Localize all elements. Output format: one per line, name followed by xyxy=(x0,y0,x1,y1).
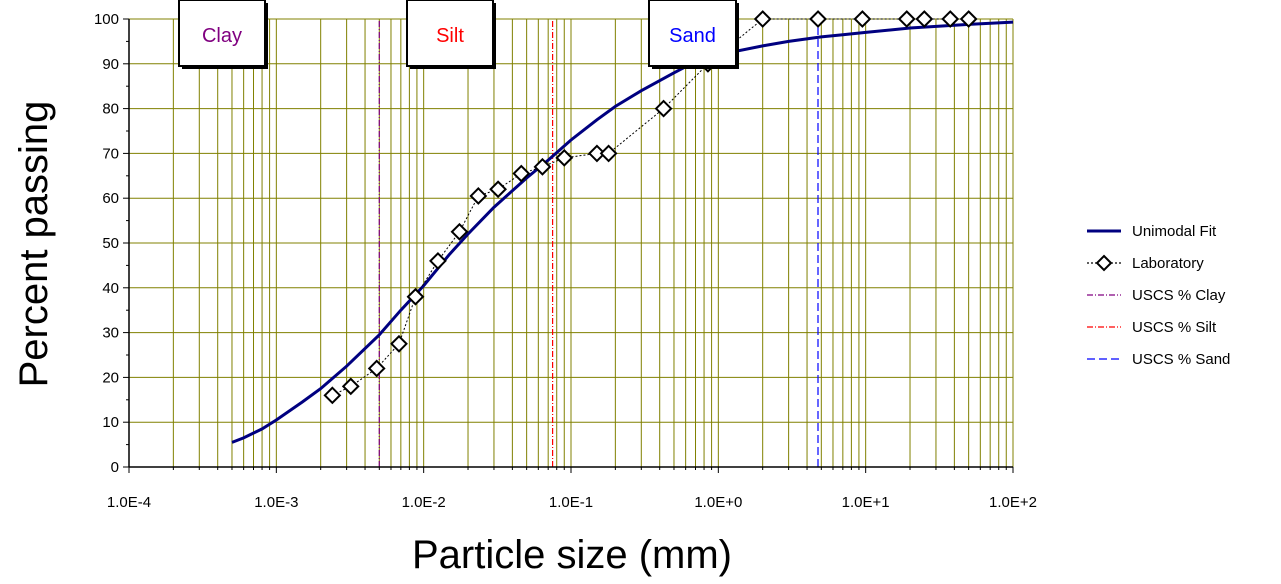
series-layer xyxy=(231,10,1014,444)
y-tick-label: 100 xyxy=(94,11,119,28)
legend-item: USCS % Sand xyxy=(1087,351,1230,368)
y-tick-label: 70 xyxy=(102,145,119,162)
zone-label-clay: Clay xyxy=(178,0,268,69)
lab-point xyxy=(941,10,960,28)
grid-layer xyxy=(129,18,1014,467)
y-tick-label: 60 xyxy=(102,190,119,207)
lab-point xyxy=(853,10,872,28)
lab-point xyxy=(533,157,552,176)
y-tick-label: 0 xyxy=(111,459,119,476)
zone-box xyxy=(406,0,494,67)
lab-point xyxy=(450,222,469,241)
legend-item: USCS % Silt xyxy=(1087,319,1217,336)
lab-point xyxy=(489,180,508,199)
lab-point xyxy=(654,99,673,118)
y-tick-label: 30 xyxy=(102,325,119,342)
zone-labels: Clay Silt Sand xyxy=(178,0,739,69)
lab-point xyxy=(367,359,386,378)
lab-point xyxy=(599,144,618,163)
y-tick-label: 50 xyxy=(102,235,119,252)
zone-label-silt: Silt xyxy=(406,0,496,69)
series-line-1 xyxy=(332,18,969,396)
x-tick-label: 1.0E-4 xyxy=(107,494,151,511)
lab-point xyxy=(555,148,574,167)
legend: Unimodal Fit Laboratory USCS % Clay USCS % … xyxy=(1087,223,1230,368)
x-axis-title: Particle size (mm) xyxy=(412,533,732,577)
legend-label: USCS % Sand xyxy=(1132,351,1230,368)
axes: 0 10 20 30 40 50 60 70 80 90 100 1.0E-4 1.0E-3 1.0E-2… xyxy=(94,11,1037,511)
x-tick-label: 1.0E-1 xyxy=(549,494,593,511)
legend-marker xyxy=(1095,254,1113,272)
lab-point xyxy=(341,377,360,396)
uscs-lines xyxy=(378,19,819,467)
lab-point xyxy=(469,187,488,205)
y-tick-label: 20 xyxy=(102,369,119,386)
zone-text: Clay xyxy=(202,25,242,47)
zone-text: Silt xyxy=(436,25,464,47)
x-tick-label: 1.0E-3 xyxy=(254,494,298,511)
lab-point xyxy=(588,144,606,163)
y-tick-label: 80 xyxy=(102,101,119,118)
series-line-0 xyxy=(231,20,1014,444)
legend-item: USCS % Clay xyxy=(1087,287,1226,304)
x-tick-label: 1.0E+0 xyxy=(694,494,742,511)
x-tick-label: 1.0E-2 xyxy=(402,494,446,511)
y-tick-label: 10 xyxy=(102,414,119,431)
x-tick-label: 1.0E+1 xyxy=(842,494,890,511)
lab-point xyxy=(915,10,934,28)
lab-point xyxy=(429,252,447,270)
zone-box xyxy=(178,0,266,67)
legend-label: Unimodal Fit xyxy=(1132,223,1217,240)
lab-point xyxy=(323,386,342,405)
legend-label: Laboratory xyxy=(1132,255,1204,272)
zone-label-sand: Sand xyxy=(648,0,739,69)
lab-point xyxy=(406,287,425,306)
legend-item: Laboratory xyxy=(1087,254,1204,272)
y-axis-title: Percent passing xyxy=(12,101,56,388)
legend-label: USCS % Clay xyxy=(1132,287,1226,304)
y-tick-label: 90 xyxy=(102,56,119,73)
zone-text: Sand xyxy=(669,25,716,47)
zone-box xyxy=(648,0,737,67)
legend-label: USCS % Silt xyxy=(1132,319,1217,336)
x-tick-label: 1.0E+2 xyxy=(989,494,1037,511)
lab-point xyxy=(753,10,772,28)
lab-point xyxy=(512,164,531,183)
lab-point xyxy=(959,10,978,28)
y-tick-label: 40 xyxy=(102,280,119,297)
lab-point xyxy=(390,334,408,353)
lab-point xyxy=(809,10,827,28)
legend-item: Unimodal Fit xyxy=(1087,223,1217,240)
lab-point xyxy=(897,10,916,28)
